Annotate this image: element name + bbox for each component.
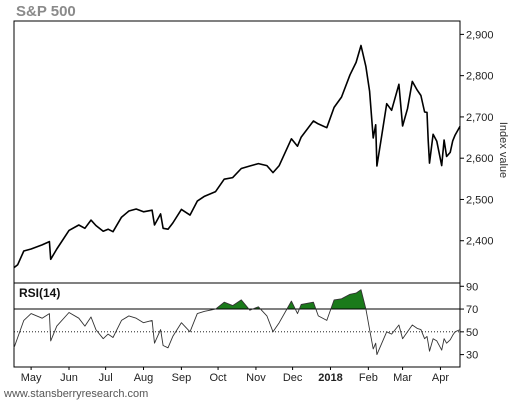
x-tick-label: May	[21, 372, 42, 384]
x-tick-label: Dec	[283, 372, 303, 384]
price-y-tick-label: 2,700	[466, 112, 494, 124]
x-tick-label: Apr	[432, 372, 449, 384]
rsi-panel: RSI(14) 30 50 70 90	[13, 281, 478, 368]
x-tick-label: Oct	[209, 372, 226, 384]
rsi-line	[13, 289, 461, 356]
price-plot-frame	[13, 20, 461, 284]
rsi-y-tick-label: 50	[466, 327, 478, 339]
rsi-y-tick-label: 70	[466, 304, 478, 316]
sp500-price-line	[13, 44, 461, 269]
x-axis: May Jun Jul Aug Sep Oct Nov Dec 2018 Feb Mar Apr	[21, 367, 449, 384]
x-tick-label: Jun	[60, 372, 78, 384]
rsi-title: RSI(14)	[19, 286, 60, 300]
price-y-tick-label: 2,500	[466, 194, 494, 206]
price-y-tick-label: 2,800	[466, 71, 494, 83]
x-tick-label: 2018	[318, 372, 342, 384]
rsi-y-tick-label: 90	[466, 281, 478, 293]
rsi-overbought-fill	[330, 289, 366, 310]
rsi-overbought-fill	[299, 302, 316, 310]
chart-title: S&P 500	[16, 3, 76, 20]
price-y-tick-label: 2,400	[466, 236, 494, 248]
rsi-overbought-fill	[286, 301, 296, 310]
price-y-tick-label: 2,900	[466, 29, 494, 41]
rsi-plot-frame	[13, 282, 461, 368]
price-panel: S&P 500 Index value 2,400 2,500 2,600 2,700…	[13, 3, 509, 284]
y-axis-label: Index value	[497, 122, 509, 178]
rsi-y-tick-label: 30	[466, 350, 478, 362]
rsi-overbought-fill	[215, 299, 249, 310]
x-tick-label: Aug	[134, 372, 154, 384]
x-tick-label: Nov	[246, 372, 266, 384]
price-y-tick-label: 2,600	[466, 153, 494, 165]
x-tick-label: Sep	[172, 372, 192, 384]
x-tick-label: Jul	[99, 372, 113, 384]
x-tick-label: Mar	[393, 372, 412, 384]
source-credit: www.stansberryresearch.com	[3, 388, 148, 400]
x-tick-label: Feb	[359, 372, 378, 384]
